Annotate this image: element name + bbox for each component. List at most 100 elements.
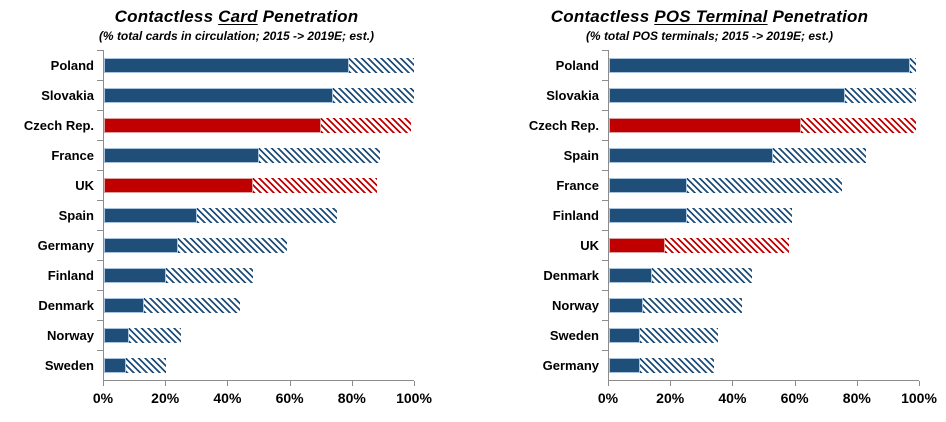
- x-axis: 0% 20% 40% 60% 80% 100%: [598, 380, 937, 416]
- chart-title: Contactless POS Terminal Penetration: [473, 6, 946, 28]
- bar-2019e-hatch: [333, 87, 414, 103]
- x-axis-tick-label: 0%: [92, 390, 114, 406]
- category-label: Slovakia: [41, 87, 94, 103]
- bar-2019e-hatch: [844, 87, 916, 103]
- bar-2015-solid: [609, 177, 687, 193]
- bar-row: France: [0, 139, 473, 170]
- plot-area: Poland Slovakia Czech Rep. France UK Spain Ger…: [0, 49, 473, 416]
- bar-2019e-hatch: [166, 267, 253, 283]
- x-axis-tick-label: 20%: [151, 390, 180, 406]
- category-label: France: [51, 147, 94, 163]
- bar-track: [602, 109, 919, 140]
- bar-track: [602, 349, 919, 380]
- bar-2015-solid: [609, 147, 774, 163]
- title-part: Penetration: [767, 7, 869, 26]
- bar-2019e-hatch: [640, 357, 715, 373]
- bar-2015-solid: [609, 87, 845, 103]
- bar-2015-solid: [104, 147, 259, 163]
- x-axis-tick: [670, 381, 672, 386]
- bar-2015-solid: [104, 357, 126, 373]
- bar-row: Poland: [473, 49, 946, 80]
- contactless-pos-chart: Contactless POS Terminal Penetration (% …: [473, 0, 946, 422]
- bar-track: [97, 259, 414, 290]
- bar-2019e-hatch: [252, 177, 377, 193]
- bar-row: Slovakia: [473, 79, 946, 110]
- bar-2015-solid: [104, 57, 349, 73]
- x-axis-tick: [919, 381, 920, 386]
- bar-2019e-hatch: [259, 147, 380, 163]
- title-part: Penetration: [257, 7, 359, 26]
- category-label: UK: [580, 237, 599, 253]
- bar-2019e-hatch: [801, 117, 916, 133]
- bar-row: Norway: [473, 289, 946, 320]
- bar-track: [97, 139, 414, 170]
- bar-row: UK: [0, 169, 473, 200]
- category-label: Spain: [58, 207, 94, 223]
- bar-track: [97, 109, 414, 140]
- bar-track: [97, 169, 414, 200]
- bar-track: [602, 229, 919, 260]
- bar-2019e-hatch: [178, 237, 287, 253]
- category-label: France: [556, 177, 599, 193]
- category-label: Finland: [552, 207, 599, 223]
- bar-track: [97, 289, 414, 320]
- contactless-card-chart: Contactless Card Penetration (% total ca…: [0, 6, 473, 416]
- bar-2015-solid: [104, 237, 179, 253]
- bar-2015-solid: [104, 87, 334, 103]
- x-axis-tick-label: 80%: [842, 390, 871, 406]
- chart-title: Contactless Card Penetration: [0, 6, 473, 28]
- category-label: Finland: [47, 267, 94, 283]
- bar-2019e-hatch: [640, 327, 718, 343]
- x-axis-tick-label: 40%: [213, 390, 242, 406]
- bar-track: [97, 349, 414, 380]
- category-label: Denmark: [38, 297, 94, 313]
- bar-track: [602, 169, 919, 200]
- bar-2019e-hatch: [125, 357, 166, 373]
- bar-track: [602, 199, 919, 230]
- title-part: Contactless: [114, 7, 219, 26]
- x-axis-tick: [732, 381, 734, 386]
- plot-area: Poland Slovakia Czech Rep. Spain France Finla…: [473, 49, 946, 416]
- category-label: Germany: [542, 357, 599, 373]
- x-axis-tick: [608, 381, 609, 386]
- bar-row: Sweden: [0, 349, 473, 380]
- bar-row: Denmark: [473, 259, 946, 290]
- x-axis: 0% 20% 40% 60% 80% 100%: [93, 380, 432, 416]
- bar-2019e-hatch: [321, 117, 411, 133]
- bar-2015-solid: [609, 207, 687, 223]
- x-axis-tick-label: 40%: [718, 390, 747, 406]
- bar-2015-solid: [104, 327, 129, 343]
- bar-track: [602, 289, 919, 320]
- category-label: Czech Rep.: [528, 117, 599, 133]
- title-part: Contactless: [550, 7, 655, 26]
- x-axis-tick-label: 20%: [656, 390, 685, 406]
- bar-2015-solid: [104, 297, 145, 313]
- category-label: Poland: [50, 57, 94, 73]
- x-axis-tick-label: 100%: [901, 390, 937, 406]
- bar-2019e-hatch: [197, 207, 337, 223]
- bar-2019e-hatch: [128, 327, 182, 343]
- bar-rows: Poland Slovakia Czech Rep. Spain France Finla…: [473, 49, 946, 380]
- x-axis-tick: [794, 381, 796, 386]
- bar-2019e-hatch: [643, 297, 743, 313]
- bar-track: [97, 49, 414, 80]
- bar-track: [602, 259, 919, 290]
- category-label: Sweden: [549, 327, 599, 343]
- x-axis-tick: [165, 381, 167, 386]
- bar-row: Spain: [473, 139, 946, 170]
- bar-2019e-hatch: [773, 147, 867, 163]
- category-label: UK: [75, 177, 94, 193]
- bar-row: Germany: [0, 229, 473, 260]
- bar-track: [602, 49, 919, 80]
- bar-2015-solid: [609, 57, 910, 73]
- bar-track: [602, 319, 919, 350]
- bar-2019e-hatch: [348, 57, 414, 73]
- bar-2019e-hatch: [909, 57, 916, 73]
- title-part-underlined: POS Terminal: [654, 7, 768, 26]
- bar-2015-solid: [609, 357, 640, 373]
- bar-track: [97, 229, 414, 260]
- bar-2015-solid: [104, 207, 197, 223]
- bar-row: Czech Rep.: [0, 109, 473, 140]
- bar-2019e-hatch: [664, 237, 789, 253]
